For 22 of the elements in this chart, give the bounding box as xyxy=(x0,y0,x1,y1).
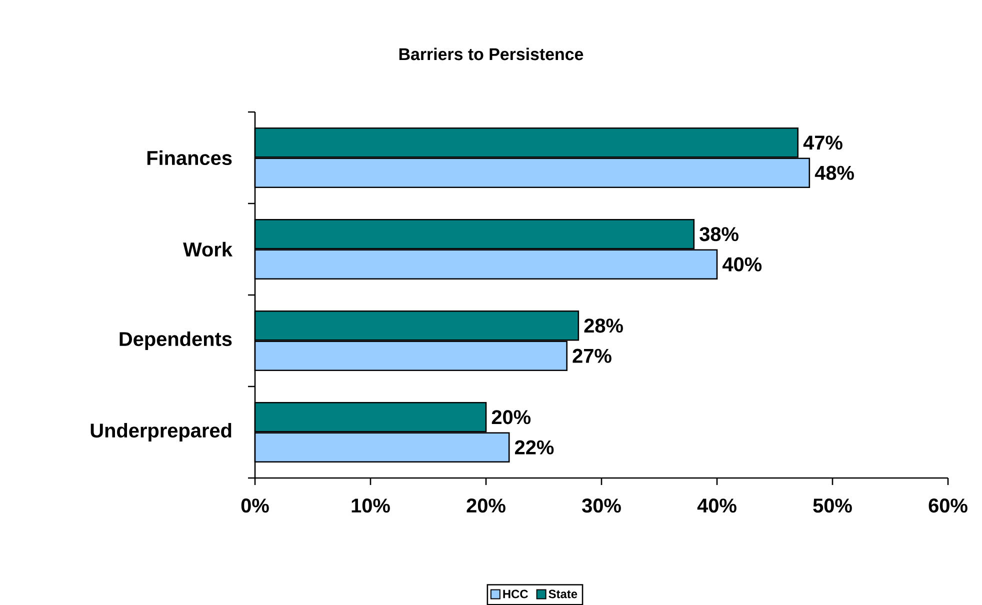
x-tick-label: 20% xyxy=(466,498,506,512)
y-tick-label: Work xyxy=(183,242,232,256)
data-label: 22% xyxy=(514,440,554,454)
data-label: 28% xyxy=(584,318,623,333)
data-label: 40% xyxy=(722,257,762,272)
data-label: 38% xyxy=(700,226,738,242)
y-tick-label: Dependents xyxy=(120,331,232,350)
data-label: 20% xyxy=(492,410,531,424)
legend-label: HCC xyxy=(503,590,528,598)
x-tick-label: 0% xyxy=(241,498,269,512)
legend-label: State xyxy=(548,590,578,598)
data-label: 47% xyxy=(803,136,842,150)
x-tick-label: 30% xyxy=(582,498,621,513)
y-tick-label: Underprepared xyxy=(90,422,232,442)
chart-title: Barriers to Persistence xyxy=(399,48,584,60)
y-tick-label: Finances xyxy=(147,150,232,165)
x-tick-label: 50% xyxy=(813,498,852,512)
x-tick-label: 10% xyxy=(352,498,390,512)
data-label: 27% xyxy=(572,348,612,363)
x-tick-label: 60% xyxy=(928,498,968,512)
data-label: 48% xyxy=(814,166,854,180)
x-tick-label: 40% xyxy=(697,498,736,512)
